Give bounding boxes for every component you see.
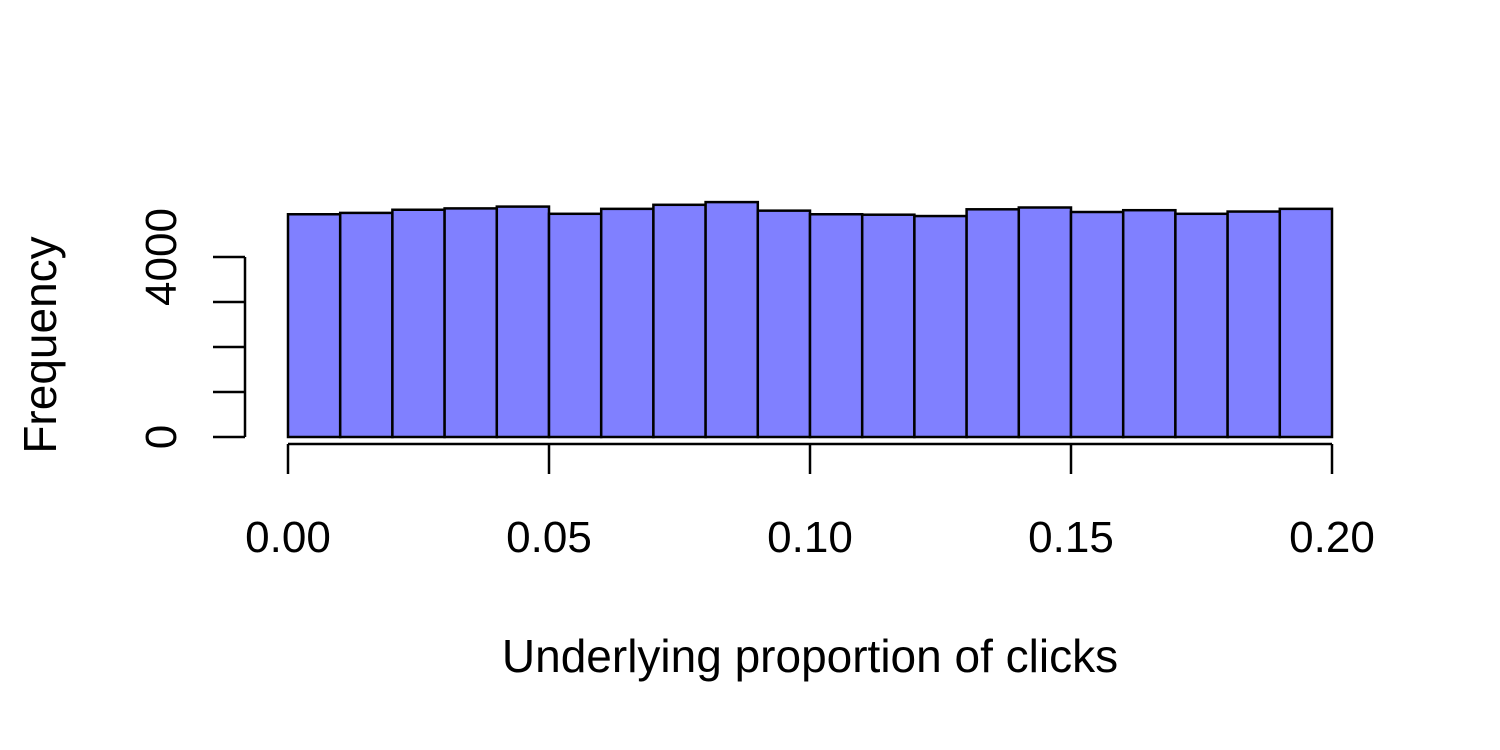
x-tick-label: 0.00 — [245, 513, 331, 562]
histogram-bar — [391, 208, 446, 439]
histogram-bar — [338, 211, 394, 439]
histogram-bar — [1121, 208, 1177, 439]
x-axis: 0.00 0.05 0.10 0.15 0.20 — [245, 442, 1375, 562]
x-tick-label: 0.10 — [767, 513, 853, 562]
histogram-bar — [547, 212, 603, 439]
x-tick-label: 0.20 — [1289, 513, 1375, 562]
x-tick-label: 0.05 — [506, 513, 592, 562]
histogram-bar — [808, 213, 864, 439]
x-axis-label: Underlying proportion of clicks — [502, 630, 1118, 682]
y-tick-label: 0 — [137, 425, 186, 449]
histogram-bars — [286, 200, 1334, 439]
histogram-bar — [1278, 207, 1334, 439]
x-tick-label: 0.15 — [1028, 513, 1114, 562]
y-axis: 0 4000 — [137, 208, 247, 449]
histogram-bar — [1017, 206, 1073, 439]
histogram-bar — [1174, 212, 1229, 439]
histogram-bar — [913, 214, 968, 439]
histogram-bar — [1069, 210, 1125, 439]
histogram-bar — [286, 213, 342, 439]
histogram-bar — [860, 213, 916, 439]
histogram-bar — [965, 208, 1021, 439]
histogram-bar — [756, 209, 812, 439]
histogram-bar — [704, 200, 760, 439]
histogram-bar — [1226, 210, 1282, 439]
y-axis-label: Frequency — [14, 236, 66, 453]
y-tick-label: 4000 — [137, 208, 186, 306]
histogram-bar — [443, 207, 499, 439]
histogram-bar — [495, 205, 551, 439]
histogram-bar — [599, 207, 655, 439]
histogram-bar — [652, 203, 707, 439]
